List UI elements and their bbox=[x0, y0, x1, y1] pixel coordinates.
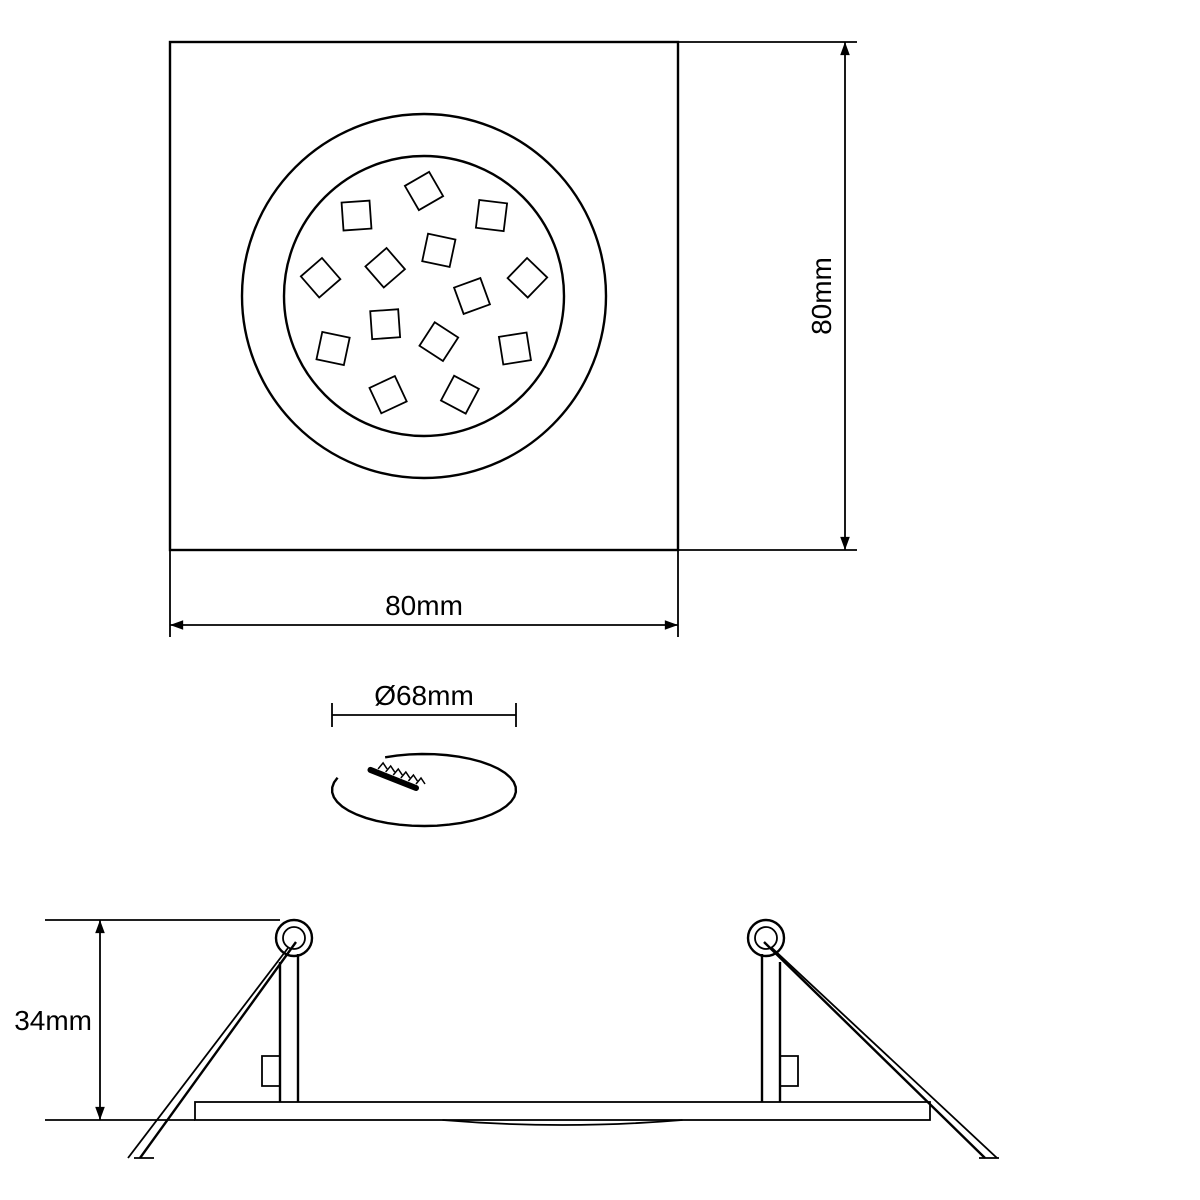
technical-drawing: 80mm 80mm Ø68mm 34mm bbox=[0, 0, 1200, 1200]
svg-text:Ø68mm: Ø68mm bbox=[374, 680, 474, 711]
svg-text:80mm: 80mm bbox=[385, 590, 463, 621]
svg-text:80mm: 80mm bbox=[806, 257, 837, 335]
svg-text:34mm: 34mm bbox=[14, 1005, 92, 1036]
